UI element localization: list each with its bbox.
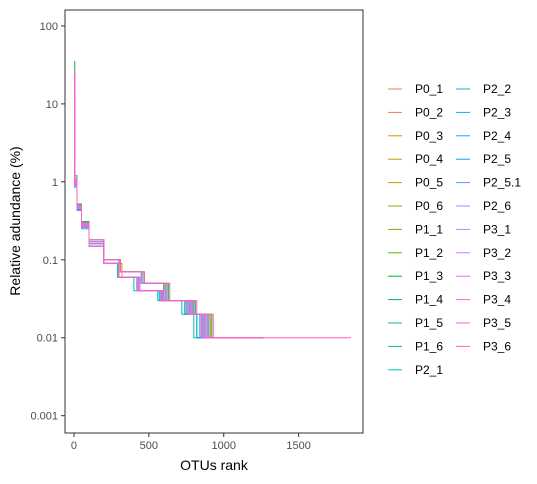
- legend-label-P3_4: P3_4: [483, 293, 511, 307]
- legend-label-P3_6: P3_6: [483, 339, 511, 353]
- legend-label-P3_1: P3_1: [483, 222, 511, 236]
- legend-label-P2_2: P2_2: [483, 82, 511, 96]
- legend-label-P3_3: P3_3: [483, 269, 511, 283]
- legend-label-P0_2: P0_2: [415, 105, 443, 119]
- legend-label-P1_4: P1_4: [415, 293, 443, 307]
- legend-label-P2_1: P2_1: [415, 363, 443, 377]
- x-tick-label: 0: [71, 440, 77, 452]
- legend-label-P1_5: P1_5: [415, 316, 443, 330]
- x-tick-label: 500: [140, 440, 158, 452]
- legend-label-P0_6: P0_6: [415, 199, 443, 213]
- legend-label-P3_2: P3_2: [483, 246, 511, 260]
- x-tick-label: 1500: [286, 440, 310, 452]
- y-tick-label: 10: [46, 99, 58, 111]
- legend-label-P2_3: P2_3: [483, 105, 511, 119]
- y-tick-label: 100: [40, 21, 58, 33]
- plot-panel-border: [64, 9, 364, 434]
- x-tick-label: 1000: [211, 440, 235, 452]
- x-axis: 0 500 1000 1500: [71, 433, 311, 452]
- y-tick-label: 1: [52, 177, 58, 189]
- x-axis-title: OTUs rank: [180, 457, 249, 473]
- y-tick-label: 0.001: [30, 411, 58, 423]
- legend-label-P2_6: P2_6: [483, 199, 511, 213]
- legend-label-P0_1: P0_1: [415, 82, 443, 96]
- legend-label-P3_5: P3_5: [483, 316, 511, 330]
- legend-label-P2_5.1: P2_5.1: [483, 176, 521, 190]
- legend-label-P1_2: P1_2: [415, 246, 443, 260]
- legend-label-P1_1: P1_1: [415, 222, 443, 236]
- series-layer: [74, 61, 351, 339]
- y-axis: 0.001 0.01 0.1 1 10 100: [30, 21, 65, 423]
- legend-label-P1_3: P1_3: [415, 269, 443, 283]
- y-tick-label: 0.01: [37, 333, 58, 345]
- legend-label-P0_4: P0_4: [415, 152, 443, 166]
- legend-label-P0_3: P0_3: [415, 129, 443, 143]
- y-tick-label: 0.1: [43, 255, 58, 267]
- legend-label-P1_6: P1_6: [415, 339, 443, 353]
- legend-label-P2_4: P2_4: [483, 129, 511, 143]
- y-axis-title: Relative adundance (%): [7, 146, 23, 295]
- legend-label-P2_5: P2_5: [483, 152, 511, 166]
- legend: P0_1 P0_2 P0_3 P0_4 P0_5 P0_6 P1_1 P1_2 P1_3 P1_4…: [388, 82, 521, 377]
- series-line-P3_6: [74, 68, 351, 339]
- legend-label-P0_5: P0_5: [415, 176, 443, 190]
- plot-panel-background: [65, 10, 363, 433]
